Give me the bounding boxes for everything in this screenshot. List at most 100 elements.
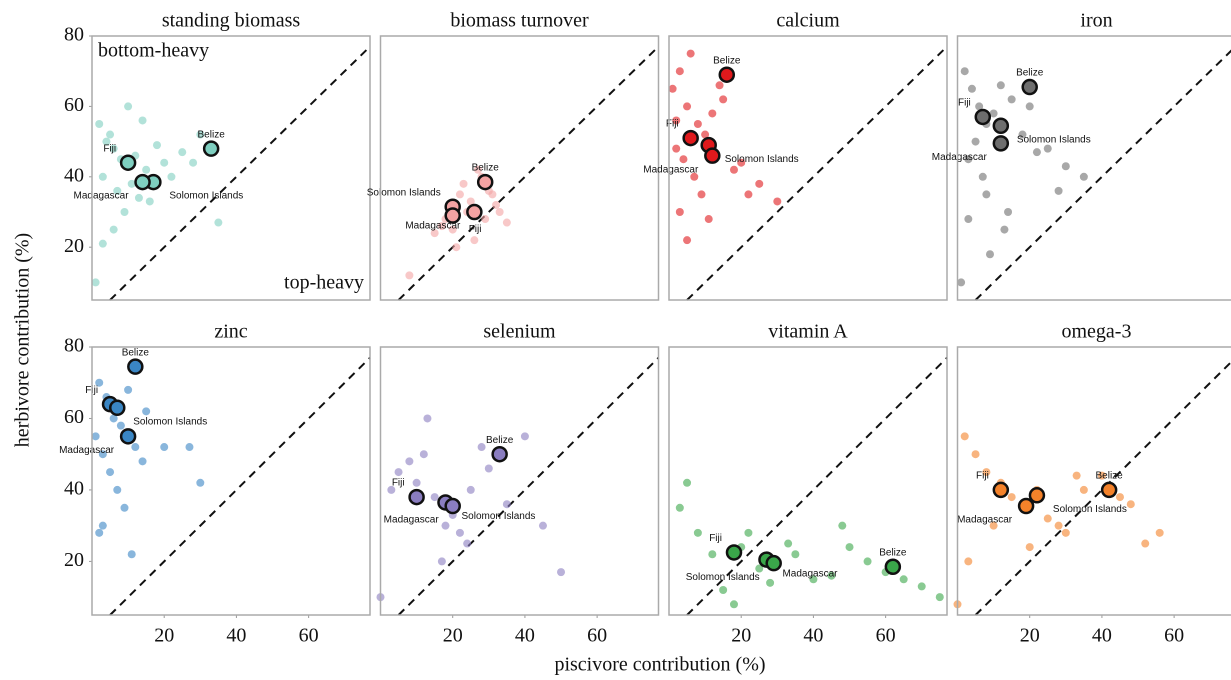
point <box>484 464 493 473</box>
x-tick-label: 20 <box>154 625 174 647</box>
highlight-label: Solomon Islands <box>367 187 441 198</box>
highlight-label: Belize <box>879 547 907 558</box>
highlight-label: Solomon Islands <box>133 416 207 427</box>
point <box>964 557 973 566</box>
panel-frame <box>379 35 660 301</box>
point <box>138 116 147 125</box>
x-tick-label: 60 <box>299 625 319 647</box>
point <box>463 539 472 548</box>
point <box>708 109 717 118</box>
point <box>957 278 966 287</box>
point <box>106 468 115 477</box>
point <box>1126 500 1135 509</box>
point <box>437 222 446 231</box>
panel-frame <box>379 346 660 616</box>
highlight-label: Belize <box>122 347 150 358</box>
highlight-point <box>202 140 220 157</box>
diagonal <box>397 357 660 616</box>
point <box>178 148 187 157</box>
highlight-label: Belize <box>486 435 514 446</box>
highlight-point <box>466 203 483 221</box>
point <box>755 179 764 188</box>
point <box>989 109 998 118</box>
point <box>185 443 194 452</box>
highlight-point <box>1100 481 1118 499</box>
point <box>827 571 836 580</box>
highlight-label: Madagascar <box>782 568 838 579</box>
point <box>1043 514 1052 523</box>
highlight-label: Fiji <box>103 143 116 154</box>
highlight-point <box>1021 78 1038 96</box>
highlight-point <box>992 117 1010 135</box>
point <box>668 84 677 93</box>
point <box>557 568 566 577</box>
highlight-label: Fiji <box>392 478 405 489</box>
point <box>1025 102 1034 111</box>
point <box>982 190 991 199</box>
highlight-label: Madagascar <box>74 191 130 202</box>
point <box>1054 521 1063 530</box>
point <box>405 457 414 466</box>
point <box>729 600 738 609</box>
point <box>430 229 439 238</box>
point <box>697 190 706 199</box>
point <box>683 102 692 111</box>
point <box>971 450 980 459</box>
highlight-point <box>491 445 508 463</box>
point <box>1061 162 1070 171</box>
point <box>675 503 684 512</box>
point <box>964 155 973 164</box>
highlight-label: Belize <box>472 163 500 174</box>
point <box>520 432 529 441</box>
y-axis-label: herbivore contribution (%) <box>12 233 34 447</box>
point <box>704 215 713 224</box>
point <box>917 582 926 591</box>
point <box>127 550 136 559</box>
highlight-point <box>765 554 782 572</box>
point <box>1115 493 1124 502</box>
x-tick-label: 40 <box>1092 625 1112 647</box>
x-tick-label: 60 <box>587 625 607 647</box>
point <box>985 250 994 259</box>
point <box>675 67 684 76</box>
highlight-point <box>992 481 1010 499</box>
point <box>683 236 692 245</box>
point <box>744 528 753 537</box>
highlight-label: Fiji <box>976 471 989 482</box>
point <box>448 225 457 234</box>
highlight-point <box>1017 497 1035 515</box>
y-tick-label: 40 <box>64 478 84 500</box>
highlight-label: Madagascar <box>405 221 461 232</box>
point <box>693 528 702 537</box>
highlight-label: Fiji <box>958 98 971 109</box>
highlight-point <box>1028 487 1046 504</box>
highlight-point <box>119 154 137 171</box>
point <box>502 218 511 227</box>
point <box>113 186 122 195</box>
point <box>214 218 223 227</box>
highlight-label: Fiji <box>709 533 722 544</box>
point <box>1072 471 1081 480</box>
point <box>791 550 800 559</box>
point <box>1004 208 1013 216</box>
panel-frame <box>956 35 1231 301</box>
point <box>1007 493 1016 502</box>
point <box>106 130 115 139</box>
highlight-point <box>974 108 992 126</box>
point <box>538 521 547 530</box>
point <box>95 120 104 128</box>
point <box>109 225 118 234</box>
x-tick-label: 40 <box>226 625 246 647</box>
point <box>455 190 464 199</box>
point <box>160 158 169 167</box>
highlight-label: Madagascar <box>643 164 699 175</box>
point <box>419 450 428 459</box>
point <box>971 137 980 146</box>
point <box>719 95 728 104</box>
point <box>91 278 100 287</box>
point <box>996 81 1005 90</box>
highlight-label: Belize <box>1096 471 1124 482</box>
point <box>109 144 118 153</box>
highlight-point <box>992 135 1010 152</box>
